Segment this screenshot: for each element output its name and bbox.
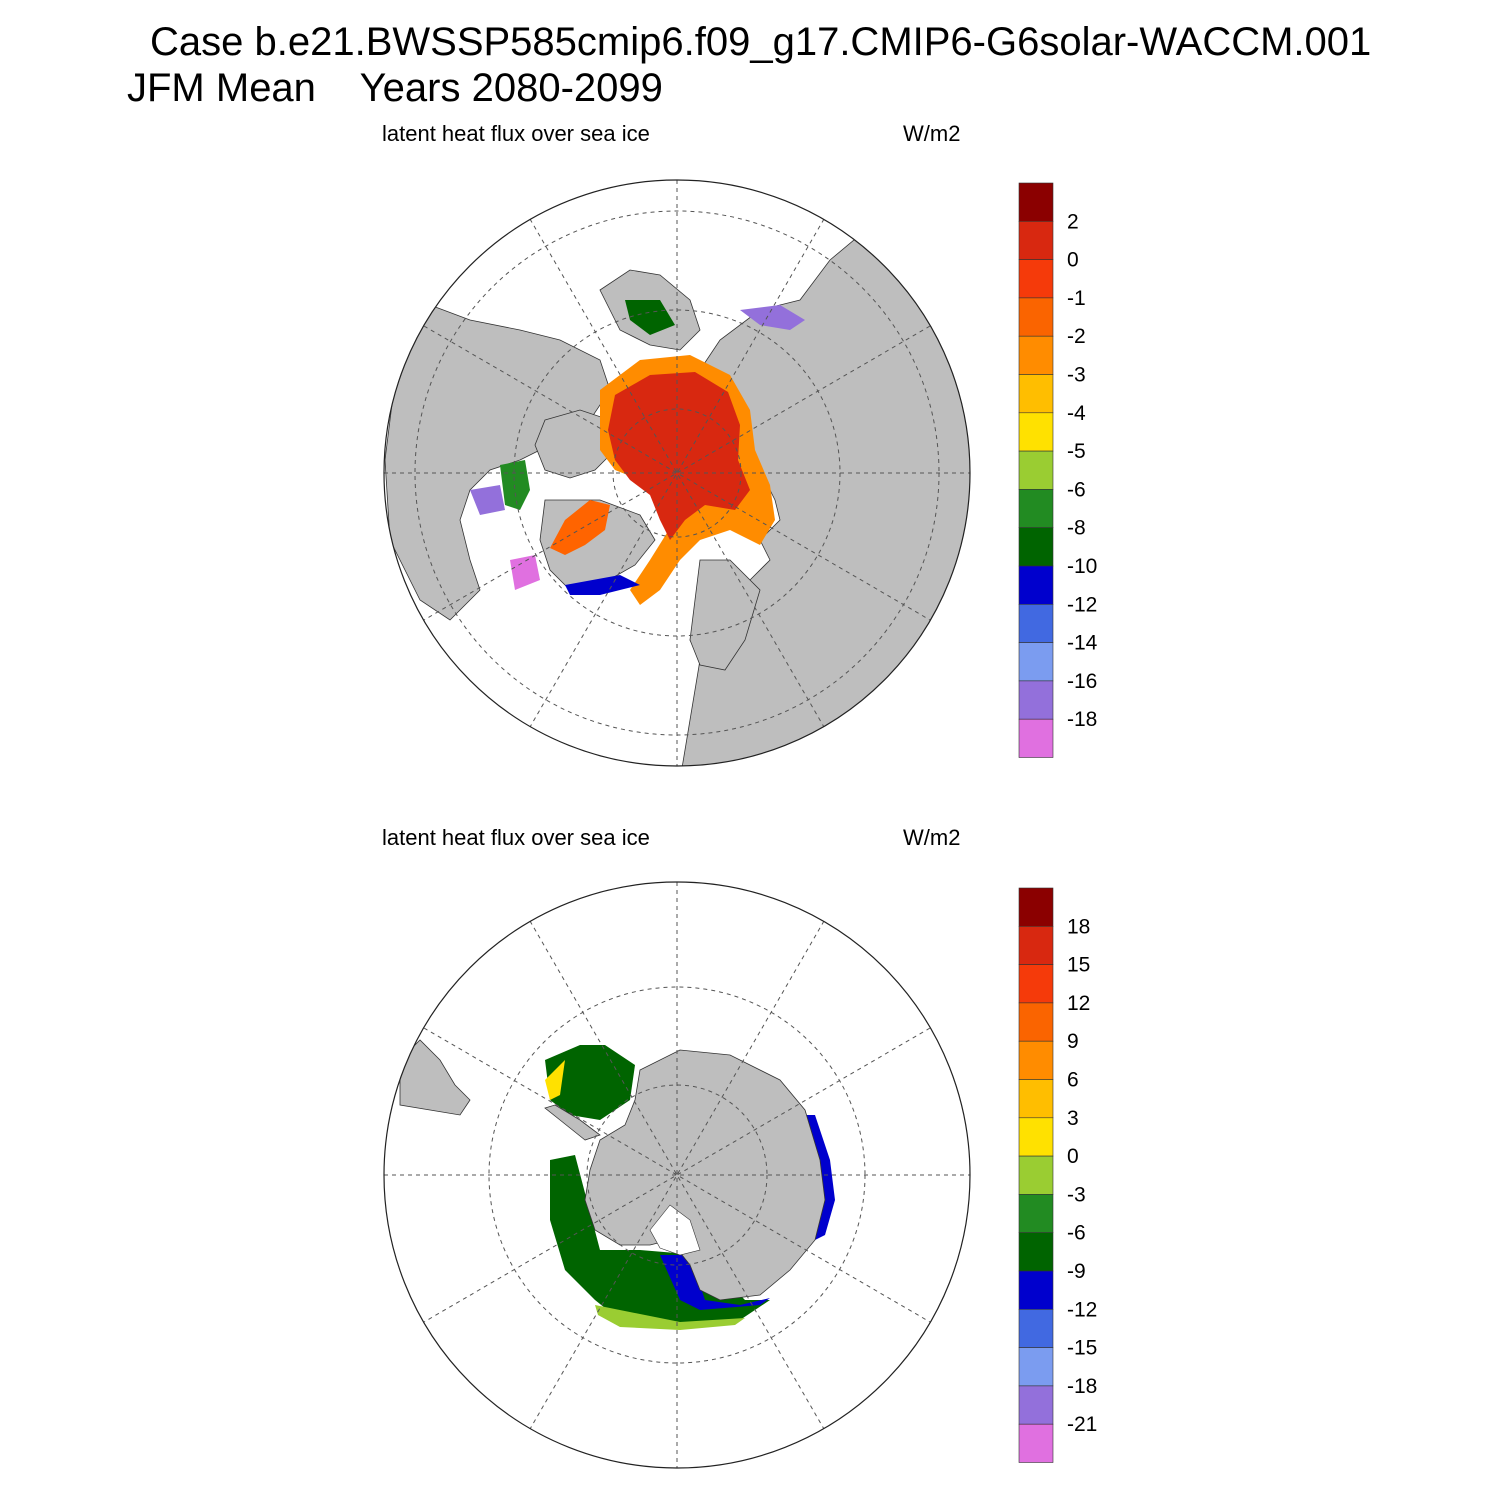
ross-ice-shelf: [649, 1204, 701, 1256]
north-polar-map: [383, 179, 971, 767]
arctic-archipelago-land: [534, 409, 616, 479]
panel1-colorbar-box: [1018, 374, 1054, 414]
main-title-period: JFM Mean Years 2080-2099: [127, 66, 663, 110]
panel2-colorbar-box: [1018, 1155, 1054, 1195]
panel1-colorbar-box: [1018, 182, 1054, 222]
panel1-colorbar-label: -8: [1067, 517, 1086, 540]
panel1-colorbar-label: -18: [1067, 708, 1097, 731]
panel1-colorbar-box: [1018, 565, 1054, 605]
north-ice-flux-blue: [565, 575, 640, 595]
panel1-colorbar-label: -14: [1067, 632, 1098, 655]
panel2-colorbar-box: [1018, 1270, 1054, 1310]
main-title-case: Case b.e21.BWSSP585cmip6.f09_g17.CMIP6-G…: [150, 20, 1372, 64]
panel1-colorbar-label: -4: [1067, 402, 1086, 425]
panel2-colorbar-label: 0: [1067, 1145, 1079, 1168]
panel1-variable-label: latent heat flux over sea ice: [382, 121, 650, 146]
panel1-colorbar-box: [1018, 297, 1054, 337]
panel2-colorbar-label: -6: [1067, 1222, 1086, 1245]
panel1-colorbar-box: [1018, 450, 1054, 490]
south-ice-flux-weddell-edge: [545, 1060, 565, 1100]
panel2-colorbar-label: -9: [1067, 1260, 1086, 1283]
south-polar-map: [383, 881, 971, 1469]
panel2-colorbar-label: -12: [1067, 1298, 1097, 1321]
panel2-colorbar-label: -3: [1067, 1183, 1086, 1206]
panel2-colorbar-label: 3: [1067, 1107, 1079, 1130]
panel1-colorbar-box: [1018, 527, 1054, 567]
north-ice-flux-purple: [470, 485, 505, 515]
panel2-colorbar-label: -21: [1067, 1413, 1097, 1436]
panel2-colorbar-box: [1018, 1308, 1054, 1348]
panel1-colorbar-label: -16: [1067, 670, 1097, 693]
panel2-colorbar-label: -15: [1067, 1337, 1097, 1360]
panel1-colorbar-label: 2: [1067, 210, 1079, 233]
panel1-colorbar-label: -10: [1067, 555, 1097, 578]
south-america-land: [399, 1039, 471, 1116]
panel2-colorbar-label: -18: [1067, 1375, 1097, 1398]
panel2-colorbar-box: [1018, 887, 1054, 927]
south-ice-flux-weddell: [545, 1045, 635, 1120]
antarctic-peninsula-land: [544, 1104, 601, 1141]
panel1-colorbar-box: [1018, 718, 1054, 758]
south-ice-flux-ross-edge: [595, 1305, 745, 1330]
panel2-colorbar-box: [1018, 1040, 1054, 1080]
panel2-colorbar-box: [1018, 1232, 1054, 1272]
panel1-colorbar-box: [1018, 489, 1054, 528]
panel2-colorbar-label: 15: [1067, 954, 1090, 977]
panel1-colorbar: 2 0 -1 -2 -3 -4 -5 -6 -8 -10 -12 -14 -16 -18: [1018, 182, 1098, 758]
panel1-colorbar-label: -3: [1067, 364, 1086, 387]
panel2-colorbar-label: 12: [1067, 992, 1090, 1015]
panel2-colorbar: 18 15 12 9 6 3 0 -3 -6 -9 -12 -15 -18 -21: [1018, 887, 1097, 1463]
panel2-colorbar-box: [1018, 925, 1054, 965]
panel2-colorbar-box: [1018, 1423, 1054, 1463]
north-ice-flux-pink: [510, 555, 540, 590]
panel1-colorbar-label: -6: [1067, 478, 1086, 501]
panel1-colorbar-box: [1018, 642, 1054, 682]
panel1-colorbar-box: [1018, 220, 1054, 260]
panel2-variable-label: latent heat flux over sea ice: [382, 825, 650, 850]
panel1-colorbar-label: -2: [1067, 325, 1086, 348]
panel1-colorbar-box: [1018, 680, 1054, 720]
panel1-colorbar-box: [1018, 412, 1054, 452]
panel1-colorbar-box: [1018, 259, 1054, 299]
panel1-colorbar-label: 0: [1067, 249, 1079, 272]
north-ice-flux-bering: [625, 300, 675, 335]
panel2-colorbar-box: [1018, 1347, 1054, 1387]
scandinavia-land: [689, 559, 761, 671]
north-ice-flux-baffin: [550, 500, 610, 555]
south-ice-flux-blue: [660, 1255, 770, 1310]
panel2-colorbar-label: 18: [1067, 915, 1090, 938]
panel2-colorbar-label: 9: [1067, 1030, 1079, 1053]
panel1-colorbar-box: [1018, 603, 1054, 643]
panel1-colorbar-label: -5: [1067, 440, 1086, 463]
north-ice-flux-core: [608, 372, 750, 540]
panel1-colorbar-label: -1: [1067, 287, 1086, 310]
panel2-colorbar-box: [1018, 964, 1054, 1004]
panel2-colorbar-box: [1018, 1117, 1054, 1157]
panel2-colorbar-box: [1018, 1002, 1054, 1042]
panel1-colorbar-label: -12: [1067, 593, 1097, 616]
north-ice-flux-okhotsk: [740, 305, 805, 330]
panel2-units-label: W/m2: [903, 825, 961, 850]
panel1-colorbar-box: [1018, 335, 1054, 375]
panel1-units-label: W/m2: [903, 121, 961, 146]
panel2-colorbar-label: 6: [1067, 1069, 1079, 1092]
panel2-colorbar-box: [1018, 1194, 1054, 1233]
panel2-colorbar-box: [1018, 1079, 1054, 1119]
panel2-colorbar-box: [1018, 1385, 1054, 1425]
north-america-land: [384, 304, 611, 621]
